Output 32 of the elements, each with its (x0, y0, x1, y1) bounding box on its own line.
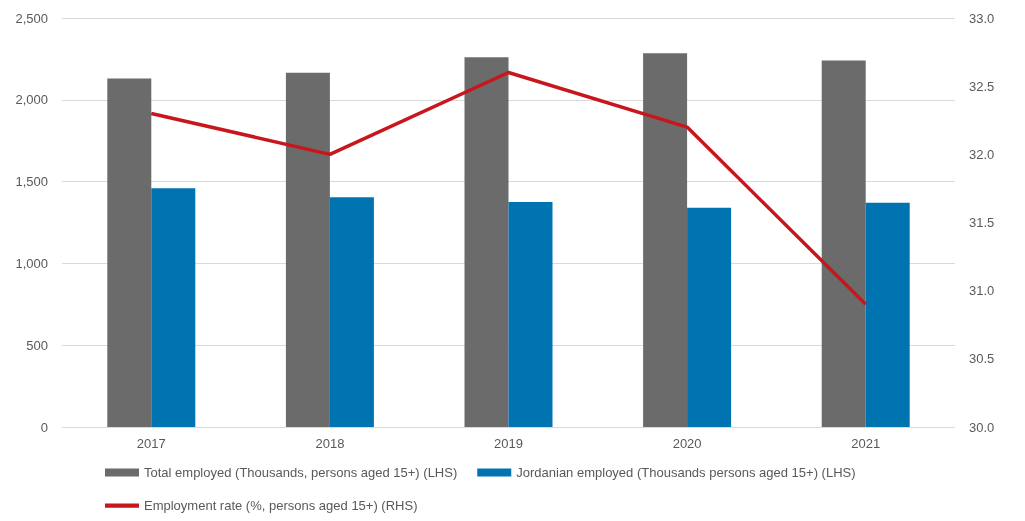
bar (821, 60, 866, 427)
y-tick-label: 0 (40, 419, 48, 435)
bar (508, 202, 553, 427)
y2-tick-label: 32.0 (969, 146, 995, 162)
x-tick-label: 2021 (851, 436, 881, 451)
y2-tick-label: 30.0 (969, 419, 995, 435)
legend-label: Total employed (Thousands, persons aged 15+) (LHS) (144, 465, 458, 480)
legend-label: Employment rate (%, persons aged 15+) (RHS) (144, 498, 418, 513)
bar (643, 53, 688, 427)
y-tick-label: 2,000 (15, 92, 48, 108)
bar (107, 78, 152, 427)
bar (687, 207, 732, 427)
bar (865, 202, 910, 427)
line-series (149, 70, 868, 307)
y2-tick-label: 31.5 (969, 215, 995, 230)
bar (329, 197, 374, 427)
y-tick-label: 2,500 (15, 10, 48, 26)
bar (285, 72, 330, 427)
y-tick-label: 1,000 (15, 255, 48, 271)
legend-label: Jordanian employed (Thousands persons aged 15+) (LHS) (516, 465, 856, 480)
y2-tick-label: 33.0 (969, 10, 995, 26)
bar (464, 57, 509, 427)
x-tick-label: 2017 (136, 436, 166, 451)
y2-tick-label: 31.0 (969, 283, 995, 299)
y-tick-label: 1,500 (15, 174, 48, 190)
x-tick-label: 2018 (315, 436, 345, 451)
y2-tick-label: 32.5 (969, 78, 995, 94)
y-tick-label: 500 (26, 337, 48, 353)
bar (151, 188, 196, 427)
x-tick-label: 2020 (672, 436, 702, 451)
x-tick-label: 2019 (494, 436, 523, 451)
y2-tick-label: 30.5 (969, 351, 995, 367)
